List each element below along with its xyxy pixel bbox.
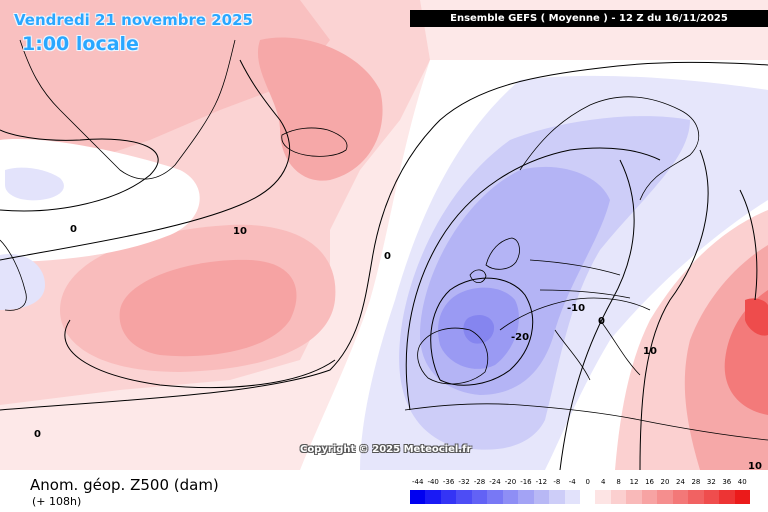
legend-tick-label: -12	[535, 478, 548, 486]
legend-swatch	[456, 490, 472, 504]
coastline-europe-mainland	[499, 297, 651, 331]
color-scale-legend	[410, 490, 750, 504]
anomaly-core-positive-mid-atlantic	[119, 259, 297, 357]
legend-tick-label: -44	[412, 478, 424, 486]
legend-swatch	[719, 490, 735, 504]
contour-label-0-southwest: 0	[34, 429, 41, 440]
coastline-iceland	[281, 127, 348, 157]
coastline-north-canada	[0, 239, 27, 311]
contour-minus20-trough	[430, 277, 534, 386]
coastline-iberia	[417, 327, 489, 385]
contour-10-east	[639, 149, 709, 470]
legend-swatch	[471, 490, 488, 504]
legend-swatch	[703, 490, 720, 504]
coastline-italy	[554, 329, 591, 381]
legend-tick-label: 0	[585, 478, 590, 486]
legend-tick-label: -36	[442, 478, 455, 486]
contour-label-0-biscay: 0	[384, 251, 391, 262]
border-europe-2	[539, 289, 631, 299]
legend-tick-labels: -44 -40 -36 -32 -28 -24 -20 -16 -12 -8 -4 0 4 8 12 16 20…	[410, 478, 750, 490]
contour-0-east	[559, 159, 635, 470]
anomaly-map: 0 10 0 0 -20 -10 10 0 10	[0, 0, 768, 470]
legend-tick-label: -4	[568, 478, 576, 486]
legend-swatch	[595, 490, 611, 504]
legend-tick-label: 36	[722, 478, 732, 486]
legend-tick-label: 28	[691, 478, 701, 486]
contour-lines	[0, 59, 768, 470]
legend-tick-label: -40	[427, 478, 439, 486]
legend-tick-label: -28	[473, 478, 486, 486]
contour-0-trough-west	[0, 61, 768, 411]
legend-swatch	[487, 490, 503, 504]
coastline-balkans	[599, 319, 641, 376]
legend-swatch	[610, 490, 627, 504]
legend-swatch	[502, 490, 519, 504]
coastline-north-africa	[404, 403, 768, 441]
legend-swatch	[657, 490, 673, 504]
legend-tick-label: -32	[458, 478, 470, 486]
legend-tick-label: 40	[737, 478, 747, 486]
legend-tick-label: 8	[616, 478, 621, 486]
anomaly-area-negative-labrador	[5, 167, 64, 201]
contour-label-10-east-edge: 10	[748, 461, 762, 470]
legend-swatch	[410, 490, 426, 504]
legend-tick-label: 32	[706, 478, 716, 486]
coastlines	[0, 39, 768, 441]
legend-swatch	[549, 490, 565, 504]
contour-label-0-atlantic: 0	[70, 224, 77, 235]
legend-tick-label: -24	[489, 478, 501, 486]
coastline-british-isles	[485, 237, 520, 270]
model-run-banner: Ensemble GEFS ( Moyenne ) - 12 Z du 16/1…	[410, 10, 768, 27]
lead-time-label: (+ 108h)	[32, 495, 82, 508]
variable-label: Anom. géop. Z500 (dam)	[30, 476, 219, 494]
contour-0-atlantic-west	[0, 129, 159, 212]
legend-tick-label: -8	[553, 478, 561, 486]
legend-tick-label: 4	[600, 478, 606, 486]
legend-swatch	[579, 490, 596, 504]
contour-label-10-atlantic: 10	[233, 226, 247, 237]
copyright-notice: Copyright © 2025 Meteociel.fr	[300, 444, 472, 455]
legend-swatch	[425, 490, 441, 504]
legend-tick-label: 24	[675, 478, 685, 486]
legend-swatch	[626, 490, 642, 504]
legend-tick-label: 16	[645, 478, 654, 486]
legend-swatch	[518, 490, 534, 504]
contour-label-minus20: -20	[511, 332, 529, 343]
contour-10-ring	[0, 59, 291, 261]
legend-swatch	[440, 490, 457, 504]
legend-swatch	[564, 490, 580, 504]
anomaly-area-positive-caspian	[745, 298, 768, 336]
legend-tick-label: 20	[660, 478, 670, 486]
legend-tick-label: -16	[520, 478, 532, 486]
contour-minus10-trough	[405, 147, 661, 411]
contour-label-10-balkans: 10	[643, 346, 657, 357]
contour-label-minus10: -10	[567, 303, 585, 314]
coastline-scandinavia	[519, 96, 699, 201]
legend-swatch	[688, 490, 704, 504]
contour-10-far-east	[739, 189, 758, 301]
legend-swatch	[641, 490, 658, 504]
legend-tick-label: 12	[629, 478, 639, 486]
forecast-local-time: 1:00 locale	[22, 33, 139, 55]
contour-10-atlantic-loop	[64, 319, 336, 389]
legend-tick-label: -20	[504, 478, 517, 486]
contour-label-0-alps: 0	[598, 316, 605, 327]
legend-swatch	[533, 490, 550, 504]
anomaly-area-positive-greenland	[0, 0, 330, 160]
coastline-ireland	[469, 269, 487, 284]
legend-swatch	[734, 490, 750, 504]
legend-swatch	[672, 490, 689, 504]
border-europe-1	[529, 259, 621, 276]
anomaly-core-minimum	[463, 314, 495, 344]
coastline-greenland	[19, 39, 236, 180]
forecast-date-title: Vendredi 21 novembre 2025	[14, 11, 253, 29]
